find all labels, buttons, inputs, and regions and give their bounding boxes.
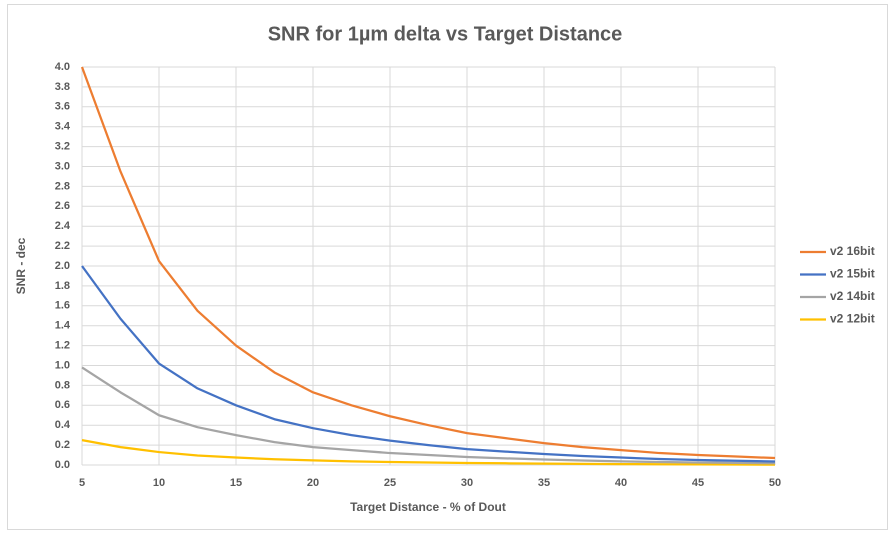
y-tick-label: 3.0: [55, 160, 70, 172]
y-axis-label: SNR - dec: [14, 237, 28, 294]
chart-title: SNR for 1µm delta vs Target Distance: [268, 23, 623, 45]
x-tick-label: 30: [461, 477, 473, 489]
x-tick-label: 50: [769, 477, 781, 489]
y-tick-label: 0.8: [55, 379, 70, 391]
y-tick-label: 0.4: [55, 419, 71, 431]
x-tick-label: 10: [153, 477, 165, 489]
y-tick-label: 3.4: [55, 121, 71, 133]
series-line: [81, 265, 776, 463]
y-tick-label: 2.8: [55, 180, 70, 192]
chart-border: [7, 4, 888, 530]
y-tick-label: 1.0: [55, 359, 70, 371]
y-tick-label: 2.2: [55, 240, 70, 252]
series-line: [81, 366, 776, 465]
y-tick-label: 2.6: [55, 200, 70, 212]
y-tick-label: 1.4: [55, 320, 71, 332]
series-line: [81, 439, 776, 466]
y-tick-label: 3.8: [55, 81, 70, 93]
legend-label: v2 14bit: [830, 289, 875, 303]
legend-label: v2 12bit: [830, 312, 875, 326]
y-tick-label: 0.0: [55, 459, 70, 471]
y-tick-label: 2.0: [55, 260, 70, 272]
x-tick-label: 35: [538, 477, 550, 489]
y-tick-label: 0.6: [55, 399, 70, 411]
y-tick-label: 1.6: [55, 300, 70, 312]
legend-label: v2 16bit: [830, 244, 875, 258]
y-tick-label: 0.2: [55, 439, 70, 451]
x-axis-label: Target Distance - % of Dout: [350, 500, 506, 514]
y-tick-label: 3.6: [55, 101, 70, 113]
x-tick-label: 20: [307, 477, 319, 489]
y-tick-label: 2.4: [55, 220, 71, 232]
y-tick-label: 1.8: [55, 280, 70, 292]
x-tick-label: 5: [79, 477, 85, 489]
y-tick-label: 4.0: [55, 61, 70, 73]
legend-label: v2 15bit: [830, 267, 875, 281]
x-tick-label: 45: [692, 477, 704, 489]
y-tick-label: 1.2: [55, 340, 70, 352]
x-tick-label: 15: [230, 477, 242, 489]
y-tick-label: 3.2: [55, 141, 70, 153]
x-tick-label: 25: [384, 477, 396, 489]
series-line: [80, 66, 776, 460]
x-tick-label: 40: [615, 477, 627, 489]
